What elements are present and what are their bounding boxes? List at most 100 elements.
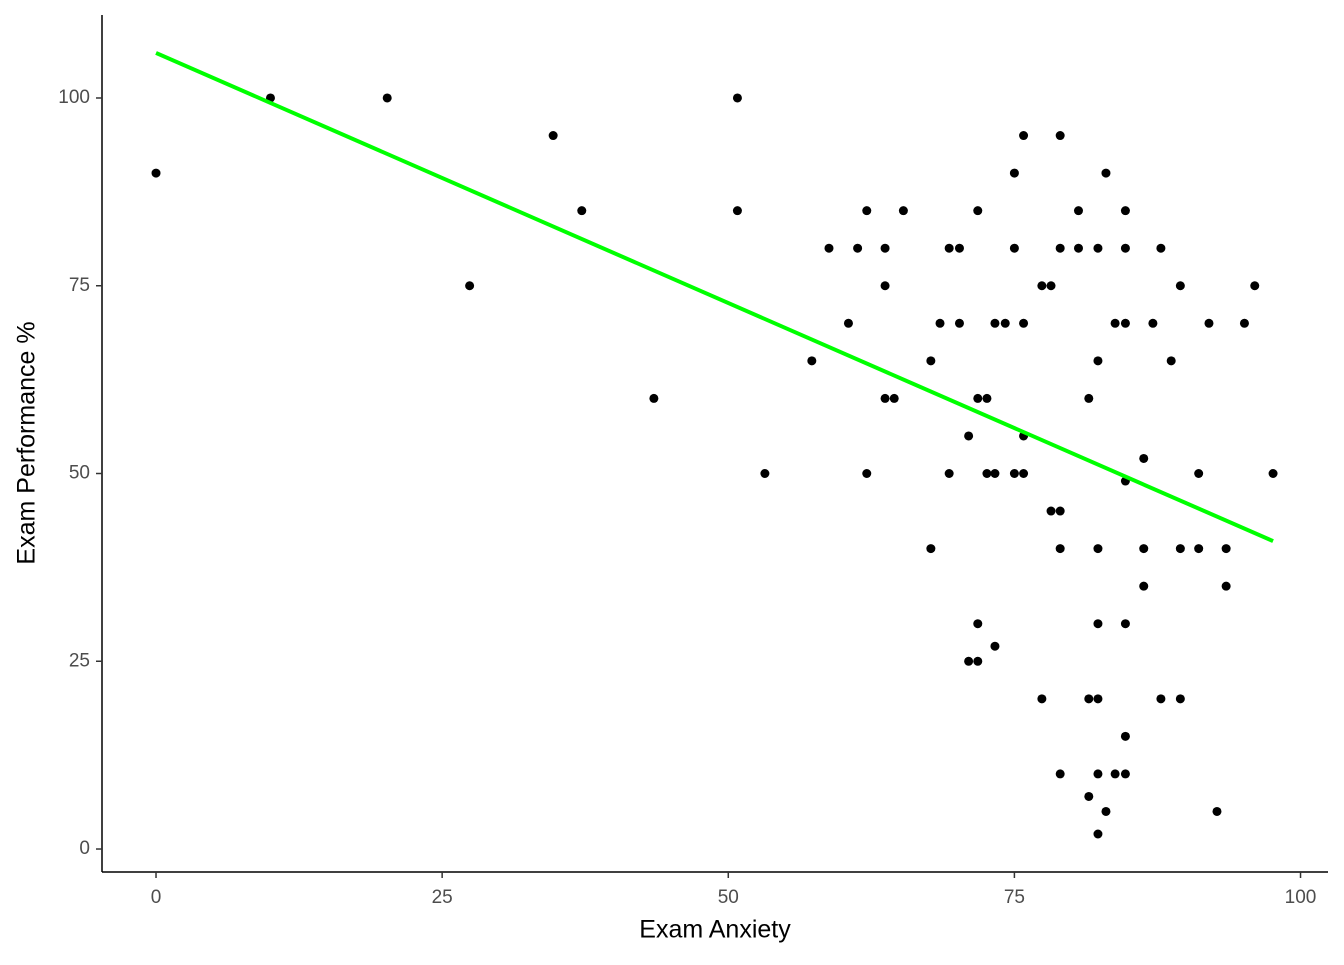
point [1120,243,1130,253]
point [1212,806,1222,816]
point [1055,243,1065,253]
point [982,469,992,479]
point [1120,769,1130,779]
point [926,356,936,366]
point [1093,769,1103,779]
point [1156,243,1166,253]
point [990,469,1000,479]
point [807,356,817,366]
point [1194,544,1204,554]
point [880,243,890,253]
x-axis-title: Exam Anxiety [639,916,791,944]
point [1139,581,1149,591]
point [1055,544,1065,554]
point [1009,243,1019,253]
point [1093,356,1103,366]
point [1268,469,1278,479]
point [1101,168,1111,178]
point [990,318,1000,328]
point [898,206,908,216]
point [944,469,954,479]
point [862,206,872,216]
point [548,131,558,141]
point [465,281,475,291]
point [1175,544,1185,554]
point [649,393,659,403]
point [1093,694,1103,704]
point [880,393,890,403]
point [1239,318,1249,328]
point [990,641,1000,651]
point [1194,469,1204,479]
point [732,206,742,216]
point [1139,453,1149,463]
point [1093,829,1103,839]
point [973,206,983,216]
point [926,544,936,554]
point [1019,131,1029,141]
point [1120,731,1130,741]
point [1046,281,1056,291]
x-tick-label: 100 [1285,887,1317,908]
point [1093,243,1103,253]
point [1046,506,1056,516]
point [1139,544,1149,554]
point [1175,281,1185,291]
point [1019,318,1029,328]
point [954,243,964,253]
point [151,168,161,178]
point [1120,318,1130,328]
y-tick-label: 50 [69,463,90,484]
point [1148,318,1158,328]
point [1037,694,1047,704]
y-tick-label: 25 [69,650,90,671]
point [382,93,392,103]
point [1221,544,1231,554]
x-tick-label: 0 [151,887,162,908]
point [880,281,890,291]
point [1055,769,1065,779]
point [577,206,587,216]
point [843,318,853,328]
point [1156,694,1166,704]
point [1110,769,1120,779]
point [1084,694,1094,704]
point [1009,469,1019,479]
point [964,656,974,666]
point [1055,506,1065,516]
point [760,469,770,479]
point [973,393,983,403]
point [1120,206,1130,216]
point [1000,318,1010,328]
point [1093,544,1103,554]
x-tick-label: 75 [1004,887,1025,908]
point [1120,619,1130,629]
point [1084,791,1094,801]
point [954,318,964,328]
point [1073,206,1083,216]
point [1101,806,1111,816]
point [973,619,983,629]
point [1073,243,1083,253]
y-tick-label: 100 [58,87,90,108]
point [1110,318,1120,328]
point [935,318,945,328]
fit-line [155,51,1274,543]
point [973,656,983,666]
x-tick-label: 50 [718,887,739,908]
point [1037,281,1047,291]
y-axis-title: Exam Performance % [13,321,41,564]
point [1084,393,1094,403]
y-tick-label: 0 [79,838,90,859]
point [862,469,872,479]
point [982,393,992,403]
point [889,393,899,403]
point [1009,168,1019,178]
point [1221,581,1231,591]
point [824,243,834,253]
point [944,243,954,253]
x-tick-label: 25 [432,887,453,908]
point [853,243,863,253]
